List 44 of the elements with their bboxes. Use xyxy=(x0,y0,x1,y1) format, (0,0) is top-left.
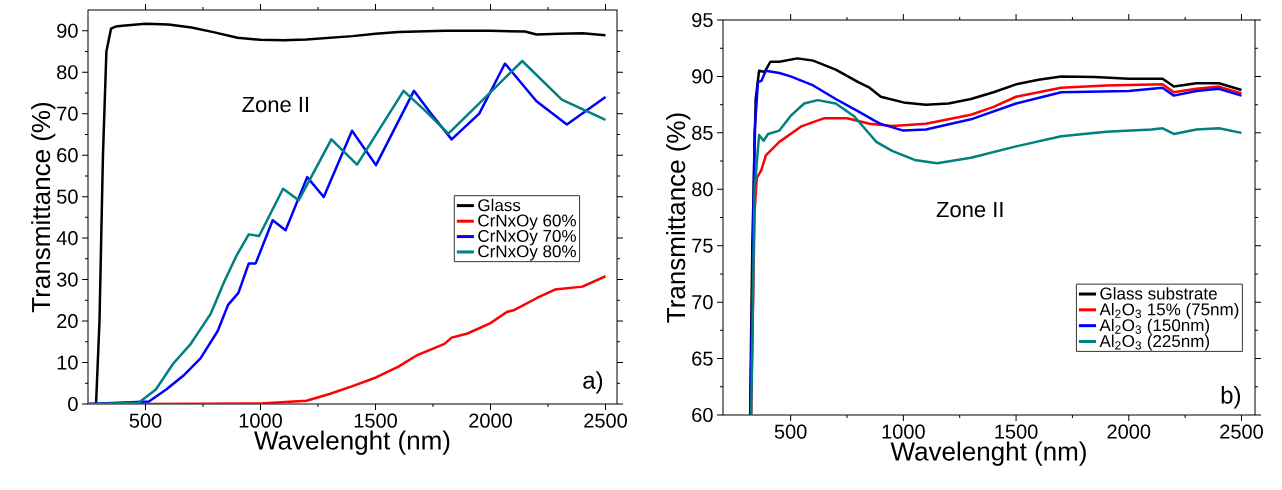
y-tick-label: 60 xyxy=(692,407,713,423)
y-tick-label: 50 xyxy=(57,189,78,204)
y-axis-title: Transmittance (%) xyxy=(31,102,56,313)
y-tick-label: 20 xyxy=(57,313,78,329)
x-tick-label: 1500 xyxy=(354,413,397,428)
y-tick-label: 75 xyxy=(692,238,713,253)
y-tick-label: 40 xyxy=(56,231,78,246)
x-axis-title: Wavelenght (nm) xyxy=(890,441,1086,466)
y-tick-label: 30 xyxy=(56,272,78,287)
y-tick-label: 90 xyxy=(692,69,713,84)
legend-label: Glass xyxy=(478,198,521,212)
x-tick-label: 1500 xyxy=(995,424,1038,439)
y-tick-label: 60 xyxy=(57,148,78,163)
x-tick-label: 1000 xyxy=(239,413,282,428)
legend-label: Al$_{2}$O$_{3}$ 15% (75nm) xyxy=(1099,302,1239,319)
y-tick-label: 90 xyxy=(57,23,78,38)
x-tick-label: 2500 xyxy=(1220,424,1263,439)
y-tick-label: 0 xyxy=(68,396,78,412)
x-axis-title: Wavelenght (nm) xyxy=(254,430,450,455)
annotation: Zone II xyxy=(242,96,309,113)
annotation: b) xyxy=(1221,386,1241,409)
legend-label: CrNxOy 60% xyxy=(478,214,576,230)
annotation: a) xyxy=(583,371,603,394)
x-tick-label: 2500 xyxy=(584,413,627,428)
legend-label: Glass substrate xyxy=(1100,287,1217,300)
y-tick-label: 70 xyxy=(692,295,713,310)
x-tick-label: 500 xyxy=(129,413,162,428)
y-tick-label: 80 xyxy=(57,65,78,80)
y-tick-label: 85 xyxy=(692,125,713,140)
y-tick-label: 65 xyxy=(692,351,713,366)
y-tick-label: 70 xyxy=(57,106,78,121)
y-axis-title: Transmittance (%) xyxy=(666,113,691,323)
legend-label: CrNxOy 70% xyxy=(478,229,576,246)
x-tick-label: 1000 xyxy=(882,424,925,439)
x-tick-label: 2000 xyxy=(469,413,512,428)
y-tick-label: 80 xyxy=(692,182,713,197)
annotation: Zone II xyxy=(936,201,1003,218)
legend-label: Al$_{2}$O$_{3}$ (150nm) xyxy=(1099,318,1210,335)
legend-label: CrNxOy 80% xyxy=(478,245,576,261)
y-tick-label: 10 xyxy=(57,355,78,370)
x-tick-label: 500 xyxy=(774,424,807,439)
y-tick-label: 95 xyxy=(692,12,713,28)
legend-label: Al$_{2}$O$_{3}$ (225nm) xyxy=(1099,334,1210,351)
x-tick-label: 2000 xyxy=(1107,424,1151,439)
